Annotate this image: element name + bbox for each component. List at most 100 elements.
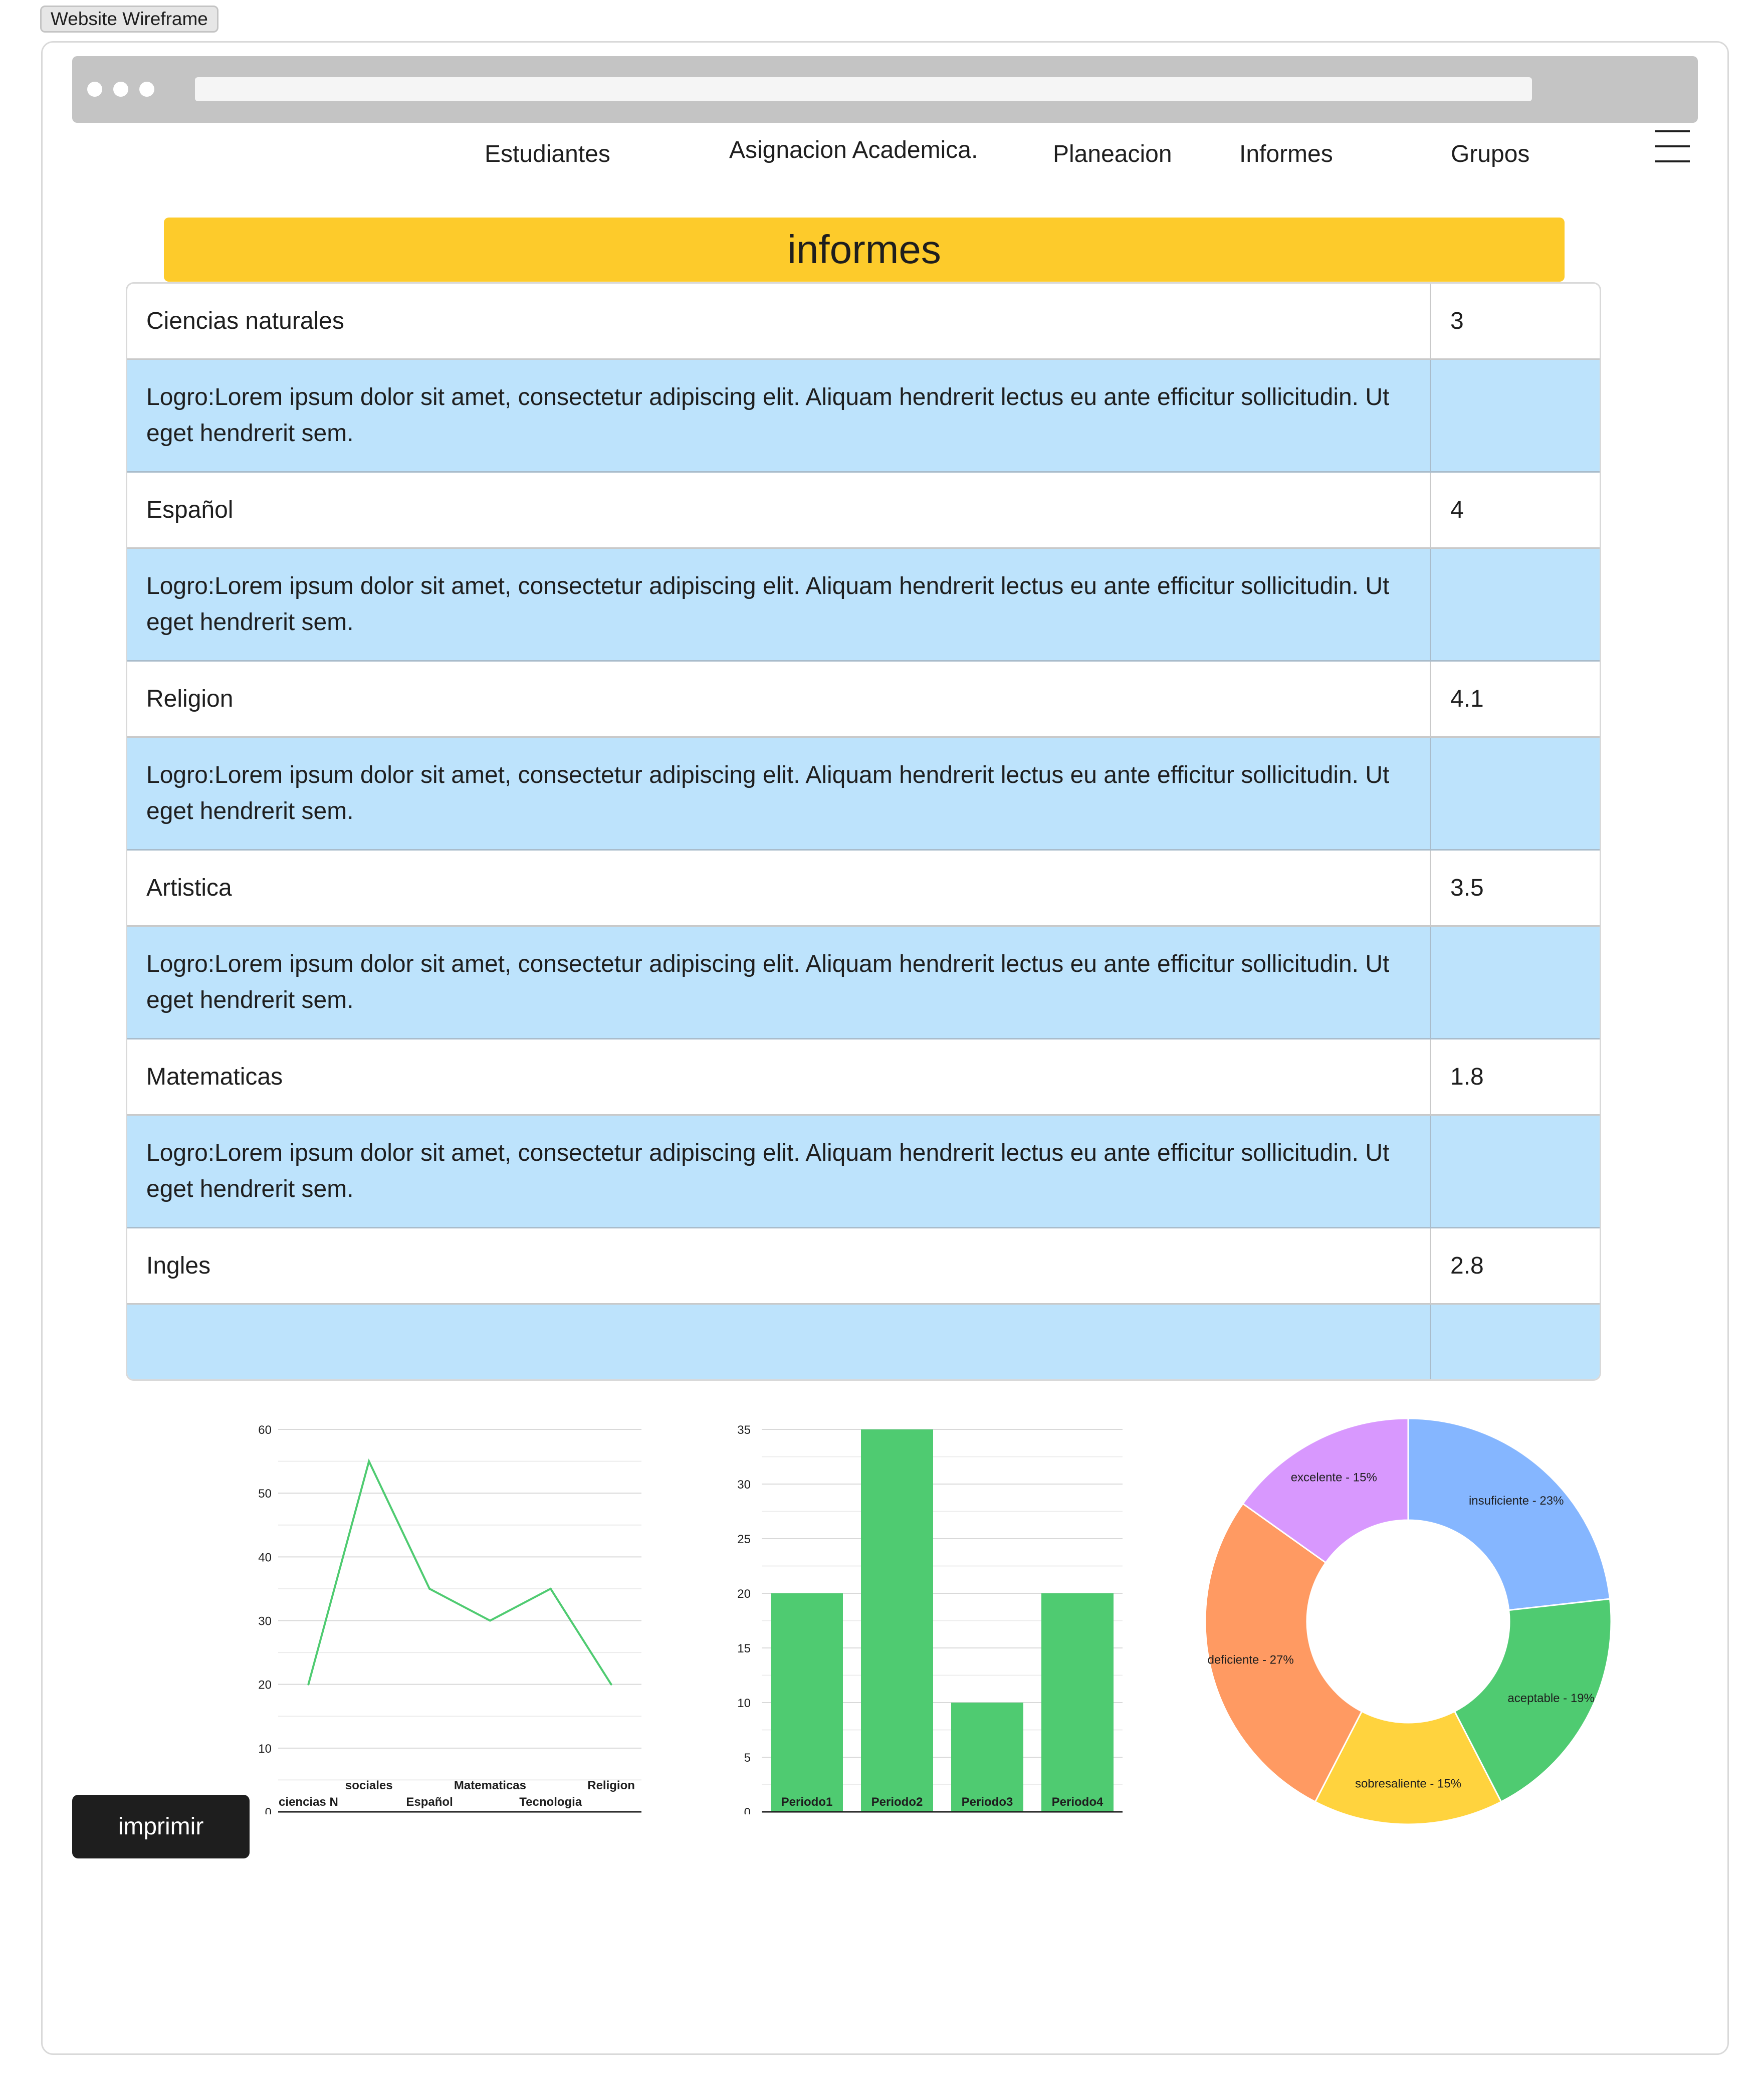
subject-name: Ingles xyxy=(146,1252,211,1279)
y-tick-label: 5 xyxy=(744,1751,751,1765)
subject-grade: 4 xyxy=(1430,473,1600,547)
logro-text: Logro:Lorem ipsum dolor sit amet, consec… xyxy=(146,1140,1390,1202)
logro-row xyxy=(127,1305,1600,1379)
bar-label: Periodo4 xyxy=(1052,1795,1104,1809)
hamburger-menu-icon[interactable] xyxy=(1655,129,1690,163)
subject-name: Español xyxy=(146,496,234,523)
line-chart: 0 10 20 30 40 50 60 ciencias N sociales EspañolMa… xyxy=(258,1423,641,1814)
y-tick-label: 50 xyxy=(258,1487,272,1501)
window-dot-icon xyxy=(139,82,154,97)
subject-row: Matematicas 1.8 xyxy=(127,1039,1600,1116)
x-tick-label: Religion xyxy=(587,1779,635,1792)
print-button[interactable]: imprimir xyxy=(72,1795,250,1858)
x-tick-label: sociales xyxy=(345,1779,393,1792)
subject-grade: 3 xyxy=(1430,284,1600,358)
x-tick-label: Tecnologia xyxy=(519,1795,582,1809)
subject-name: Ciencias naturales xyxy=(146,307,344,334)
nav-estudiantes[interactable]: Estudiantes xyxy=(485,141,610,167)
y-tick-label: 20 xyxy=(737,1587,751,1601)
subject-grade: 3.5 xyxy=(1430,851,1600,925)
nav-informes[interactable]: Informes xyxy=(1239,141,1333,167)
nav-asignacion-academica[interactable]: Asignacion Academica. xyxy=(729,137,978,163)
bar-label: Periodo1 xyxy=(781,1795,833,1809)
donut-slice xyxy=(1204,1502,1363,1803)
slice-label: sobresaliente - 15% xyxy=(1355,1777,1461,1791)
donut-chart: insuficiente - 23% aceptable - 19% sobresa… xyxy=(1204,1417,1612,1825)
logro-row: Logro:Lorem ipsum dolor sit amet, consec… xyxy=(127,360,1600,473)
bar-chart: 0 5 10 15 20 25 30 35 Periodo1 Periodo2 Periodo3 Pe… xyxy=(737,1423,1123,1814)
y-tick-label: 15 xyxy=(737,1642,751,1655)
donut-slice xyxy=(1314,1710,1502,1825)
logro-grade-cell xyxy=(1430,738,1600,849)
y-tick-label: 30 xyxy=(737,1478,751,1492)
logro-text: Logro:Lorem ipsum dolor sit amet, consec… xyxy=(146,762,1390,824)
frame-label: Website Wireframe xyxy=(40,6,218,33)
subject-row: Ciencias naturales 3 xyxy=(127,284,1600,360)
subject-grade: 1.8 xyxy=(1430,1039,1600,1114)
bar-label: Periodo2 xyxy=(871,1795,923,1809)
line-series xyxy=(307,1458,612,1685)
grades-table: Ciencias naturales 3 Logro:Lorem ipsum d… xyxy=(126,282,1601,1381)
y-tick-label: 40 xyxy=(258,1551,272,1564)
logro-row: Logro:Lorem ipsum dolor sit amet, consec… xyxy=(127,1116,1600,1228)
subject-row: Religion 4.1 xyxy=(127,662,1600,738)
donut-slice xyxy=(1242,1417,1409,1564)
logro-text: Logro:Lorem ipsum dolor sit amet, consec… xyxy=(146,384,1390,447)
data-point xyxy=(307,1683,310,1686)
data-point xyxy=(489,1619,491,1622)
window-dot-icon xyxy=(87,82,102,97)
y-tick-label: 20 xyxy=(258,1679,272,1692)
nav-grupos[interactable]: Grupos xyxy=(1451,141,1530,167)
subject-row: Artistica 3.5 xyxy=(127,851,1600,927)
subject-row: Español 4 xyxy=(127,473,1600,549)
data-point xyxy=(368,1460,370,1463)
address-bar[interactable] xyxy=(195,77,1532,101)
logro-row: Logro:Lorem ipsum dolor sit amet, consec… xyxy=(127,927,1600,1039)
logro-grade-cell xyxy=(1430,1116,1600,1227)
y-tick-label: 30 xyxy=(258,1615,272,1628)
browser-toolbar xyxy=(72,56,1698,123)
slice-label: aceptable - 19% xyxy=(1507,1692,1594,1705)
x-tick-label: Matematicas xyxy=(454,1779,526,1792)
nav-planeacion[interactable]: Planeacion xyxy=(1053,141,1172,167)
y-tick-label: 25 xyxy=(737,1533,751,1546)
data-point xyxy=(428,1587,431,1590)
logro-row: Logro:Lorem ipsum dolor sit amet, consec… xyxy=(127,549,1600,662)
x-tick-label: Español xyxy=(406,1795,453,1809)
bar xyxy=(861,1429,933,1812)
bar xyxy=(771,1593,843,1812)
subject-name: Matematicas xyxy=(146,1063,283,1090)
page-title: informes xyxy=(164,218,1565,282)
bar xyxy=(1041,1593,1114,1812)
y-tick-label: 10 xyxy=(737,1697,751,1710)
logro-text: Logro:Lorem ipsum dolor sit amet, consec… xyxy=(146,951,1390,1013)
x-tick-label: ciencias N xyxy=(279,1795,338,1809)
logro-grade-cell xyxy=(1430,360,1600,471)
slice-label: excelente - 15% xyxy=(1291,1471,1377,1484)
subject-grade: 4.1 xyxy=(1430,662,1600,736)
logro-row: Logro:Lorem ipsum dolor sit amet, consec… xyxy=(127,738,1600,851)
subject-row: Ingles 2.8 xyxy=(127,1228,1600,1305)
y-tick-label: 0 xyxy=(265,1806,272,1814)
logro-text: Logro:Lorem ipsum dolor sit amet, consec… xyxy=(146,573,1390,636)
data-point xyxy=(549,1587,552,1590)
logro-grade-cell xyxy=(1430,549,1600,660)
window-dot-icon xyxy=(113,82,128,97)
donut-slice xyxy=(1453,1598,1612,1803)
subject-name: Artistica xyxy=(146,874,232,901)
slice-label: deficiente - 27% xyxy=(1208,1653,1294,1666)
y-tick-label: 10 xyxy=(258,1742,272,1756)
y-tick-label: 60 xyxy=(258,1423,272,1437)
slice-label: insuficiente - 23% xyxy=(1469,1494,1564,1508)
subject-name: Religion xyxy=(146,685,234,712)
donut-slice xyxy=(1407,1417,1611,1611)
y-tick-label: 0 xyxy=(744,1806,751,1814)
data-point xyxy=(610,1683,612,1686)
logro-grade-cell xyxy=(1430,927,1600,1038)
logro-text xyxy=(146,1305,1396,1379)
logro-grade-cell xyxy=(1430,1305,1600,1379)
bar-label: Periodo3 xyxy=(962,1795,1013,1809)
y-tick-label: 35 xyxy=(737,1423,751,1437)
bar xyxy=(951,1703,1023,1812)
subject-grade: 2.8 xyxy=(1430,1228,1600,1303)
